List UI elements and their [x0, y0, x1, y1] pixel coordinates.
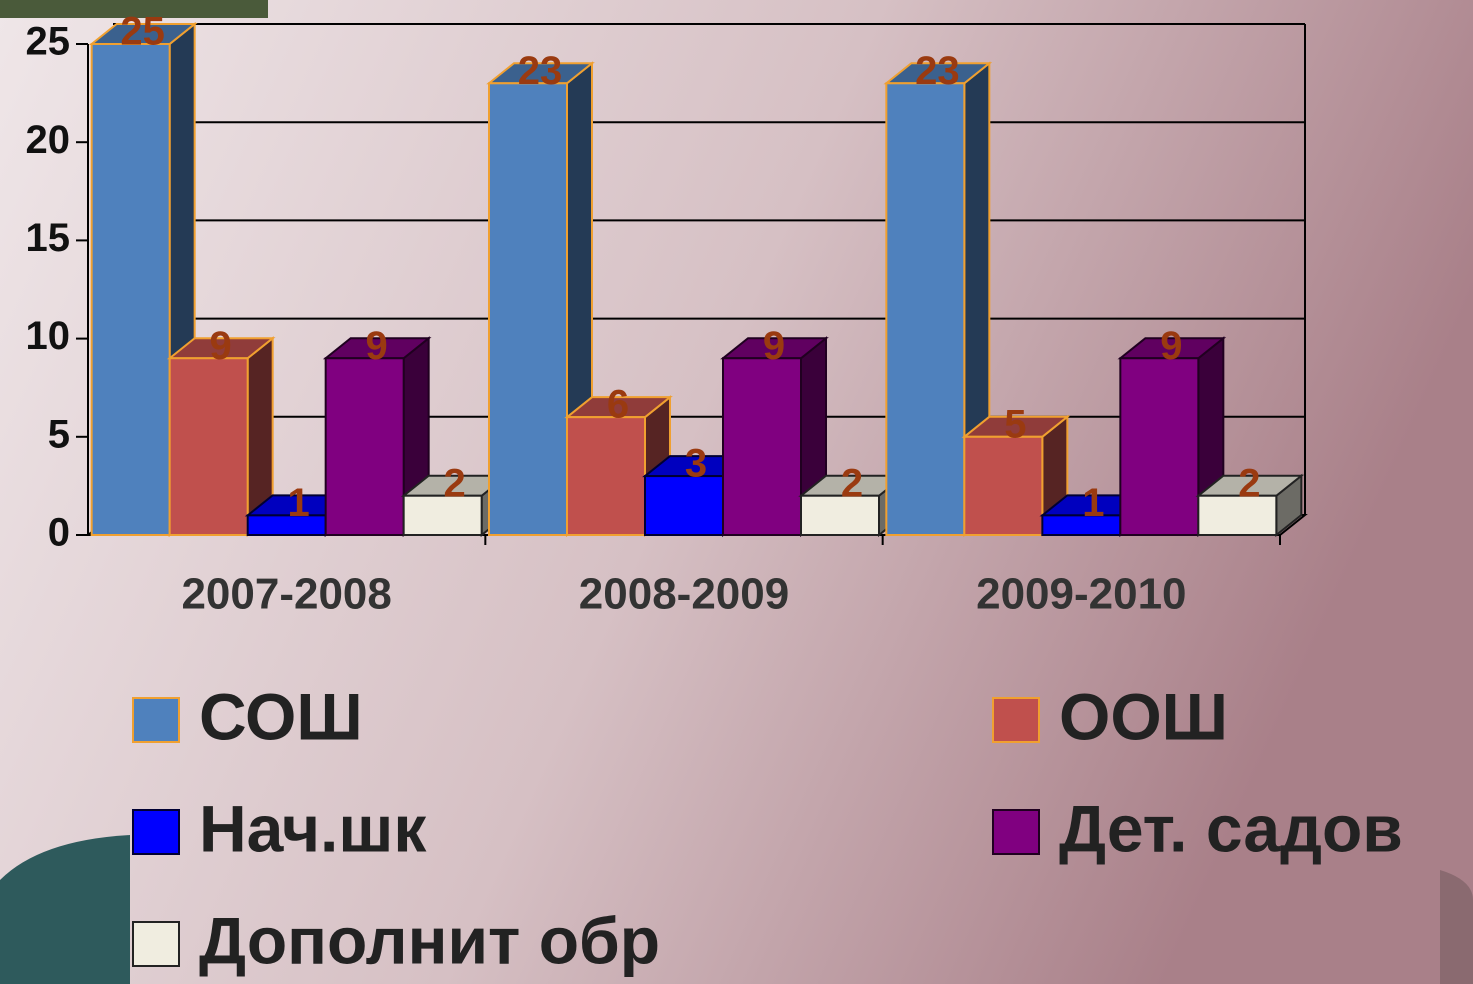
data-label: 1 — [1082, 481, 1104, 525]
data-label: 23 — [518, 49, 563, 93]
y-tick-label: 15 — [26, 216, 71, 260]
data-label: 3 — [685, 442, 707, 486]
bar — [92, 44, 170, 535]
data-label: 1 — [288, 481, 310, 525]
decoration — [1440, 870, 1473, 984]
bar — [964, 437, 1042, 535]
x-tick-label: 2007-2008 — [181, 570, 391, 619]
data-label: 9 — [210, 324, 232, 368]
data-label: 2 — [1238, 461, 1260, 505]
page: {"chart_data": {"type": "bar3d", "catego… — [0, 0, 1473, 984]
legend-label: Дет. садов — [1059, 791, 1403, 865]
legend-swatch — [993, 698, 1039, 742]
legend-label: СОШ — [199, 679, 363, 753]
bar — [723, 358, 801, 535]
data-label: 6 — [607, 383, 629, 427]
legend-label: Дополнит обр — [199, 903, 660, 977]
legend-swatch — [133, 698, 179, 742]
legend-label: ООШ — [1059, 679, 1228, 753]
data-label: 2 — [841, 461, 863, 505]
bar — [326, 358, 404, 535]
data-label: 5 — [1004, 402, 1026, 446]
y-tick-label: 20 — [26, 118, 71, 162]
y-tick-label: 0 — [48, 511, 70, 555]
x-tick-label: 2009-2010 — [976, 570, 1186, 619]
x-tick-label: 2008-2009 — [579, 570, 789, 619]
y-tick-label: 10 — [26, 314, 71, 358]
bar — [886, 83, 964, 535]
y-tick-label: 25 — [26, 20, 71, 64]
data-label: 2 — [444, 461, 466, 505]
data-label: 9 — [1160, 324, 1182, 368]
bar — [1120, 358, 1198, 535]
y-tick-label: 5 — [48, 412, 70, 456]
data-label: 9 — [366, 324, 388, 368]
bar — [567, 417, 645, 535]
legend-swatch — [133, 810, 179, 854]
bar — [489, 83, 567, 535]
chart: 05101520252007-20082008-20092009-2010259… — [0, 0, 1473, 984]
data-label: 9 — [763, 324, 785, 368]
bar — [170, 358, 248, 535]
data-label: 25 — [120, 10, 165, 54]
legend-label: Нач.шк — [199, 791, 427, 865]
legend-swatch — [993, 810, 1039, 854]
legend-swatch — [133, 922, 179, 966]
data-label: 23 — [915, 49, 960, 93]
